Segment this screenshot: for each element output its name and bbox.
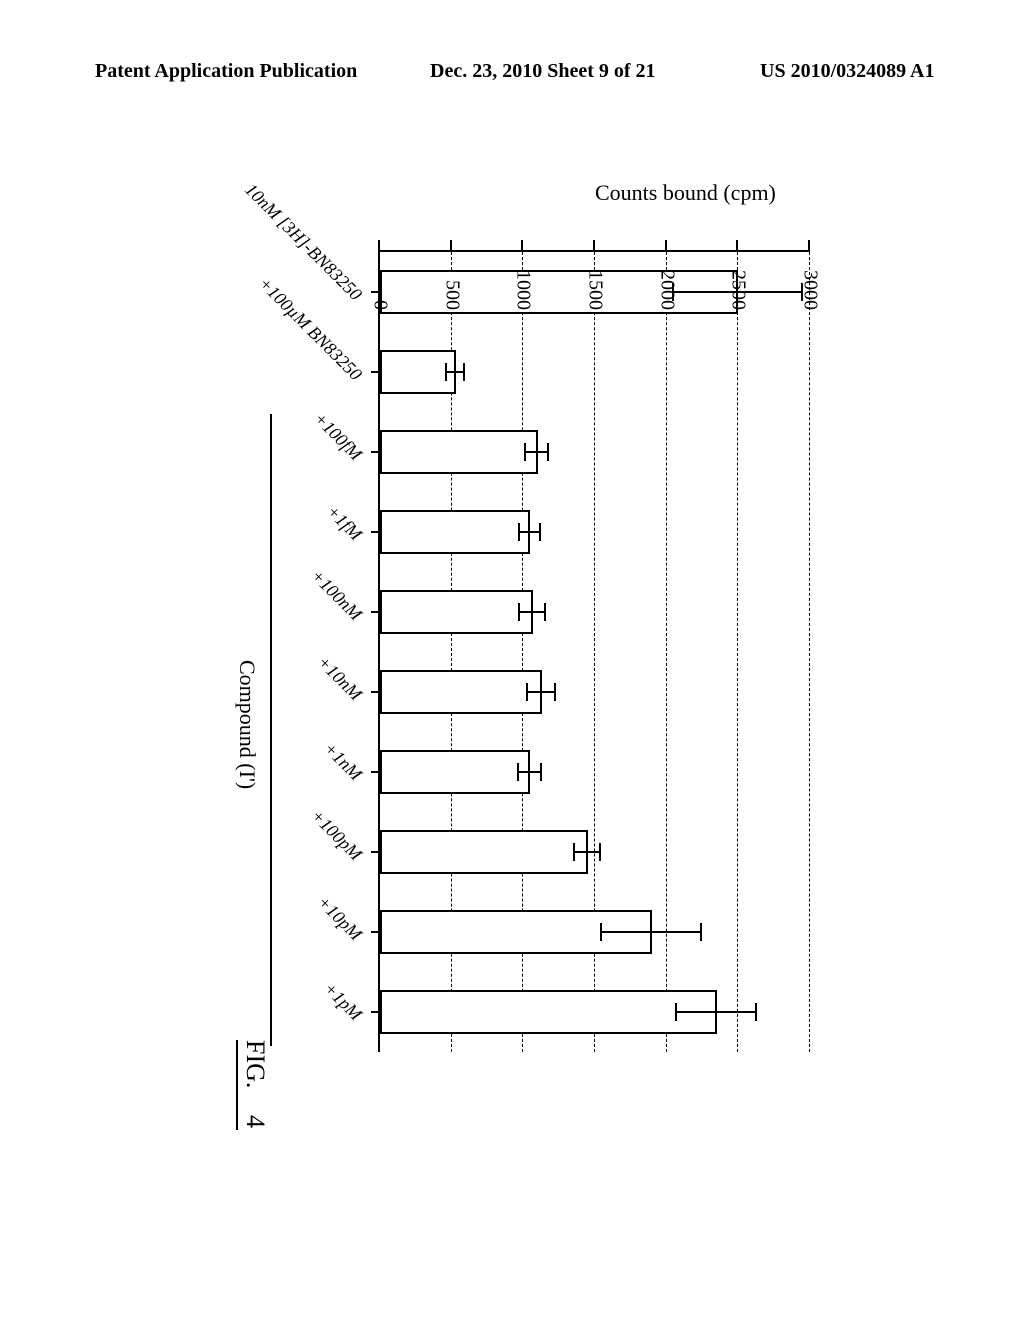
compound-underline	[270, 414, 272, 1046]
y-tick	[378, 240, 380, 250]
error-bar	[575, 851, 601, 853]
figure-label-underline	[236, 1040, 238, 1130]
y-tick-label: 1500	[584, 250, 607, 310]
error-cap	[544, 603, 546, 621]
y-tick	[593, 240, 595, 250]
error-cap	[518, 603, 520, 621]
y-tick-label: 3000	[799, 250, 822, 310]
header-right: US 2010/0324089 A1	[760, 60, 934, 83]
error-bar	[519, 771, 542, 773]
error-bar	[520, 611, 546, 613]
bar	[380, 670, 542, 714]
y-tick	[808, 240, 810, 250]
error-cap	[573, 843, 575, 861]
bar	[380, 510, 531, 554]
x-tick	[371, 1011, 380, 1013]
x-category-label: +100nM	[210, 469, 366, 625]
y-tick	[521, 240, 523, 250]
bar	[380, 750, 531, 794]
x-category-label: +10pM	[210, 789, 366, 945]
x-tick	[371, 851, 380, 853]
error-bar	[526, 451, 549, 453]
error-bar	[528, 691, 557, 693]
bar	[380, 430, 538, 474]
figure-label-number: 4	[240, 1115, 270, 1128]
bar-chart: Counts bound (cpm) 0 500 1000 1500 2000 2500 3…	[200, 170, 830, 1150]
header-center: Dec. 23, 2010 Sheet 9 of 21	[430, 60, 656, 83]
y-axis-title: Counts bound (cpm)	[595, 180, 776, 206]
error-bar	[677, 1011, 757, 1013]
y-tick-label: 500	[440, 250, 463, 310]
x-tick	[371, 371, 380, 373]
error-cap	[600, 923, 602, 941]
error-cap	[547, 443, 549, 461]
x-category-label: +100µM BN83250	[210, 229, 366, 385]
y-tick-label: 2000	[655, 250, 678, 310]
y-tick	[665, 240, 667, 250]
gridline	[737, 252, 738, 1052]
y-tick	[736, 240, 738, 250]
error-cap	[755, 1003, 757, 1021]
x-category-label: +1pM	[210, 869, 366, 1025]
y-tick-label: 2500	[727, 250, 750, 310]
page: Patent Application Publication Dec. 23, …	[0, 0, 1024, 1320]
error-bar	[602, 931, 702, 933]
error-cap	[675, 1003, 677, 1021]
y-tick	[450, 240, 452, 250]
x-category-label: +1fM	[210, 389, 366, 545]
header-left: Patent Application Publication	[95, 60, 357, 83]
x-category-label: +100fM	[210, 309, 366, 465]
error-cap	[463, 363, 465, 381]
y-tick-label: 0	[369, 250, 392, 310]
x-category-label: 10nM [3H]-BN83250	[210, 149, 366, 305]
x-tick	[371, 771, 380, 773]
bar	[380, 830, 588, 874]
bar	[380, 990, 717, 1034]
plot-area	[378, 250, 810, 1052]
error-cap	[540, 763, 542, 781]
error-cap	[599, 843, 601, 861]
error-cap	[445, 363, 447, 381]
x-tick	[371, 611, 380, 613]
x-tick	[371, 931, 380, 933]
error-bar	[520, 531, 540, 533]
error-cap	[524, 443, 526, 461]
error-cap	[554, 683, 556, 701]
bar	[380, 590, 533, 634]
figure-label-prefix: FIG.	[240, 1040, 270, 1088]
error-cap	[539, 523, 541, 541]
chart-container: Counts bound (cpm) 0 500 1000 1500 2000 2500 3…	[200, 170, 830, 1150]
error-cap	[701, 923, 703, 941]
error-cap	[526, 683, 528, 701]
y-tick-label: 1000	[512, 250, 535, 310]
error-cap	[517, 763, 519, 781]
error-cap	[518, 523, 520, 541]
x-tick	[371, 691, 380, 693]
x-axis-title: Compound (I')	[234, 660, 260, 789]
x-tick	[371, 451, 380, 453]
gridline	[809, 252, 810, 1052]
x-tick	[371, 531, 380, 533]
